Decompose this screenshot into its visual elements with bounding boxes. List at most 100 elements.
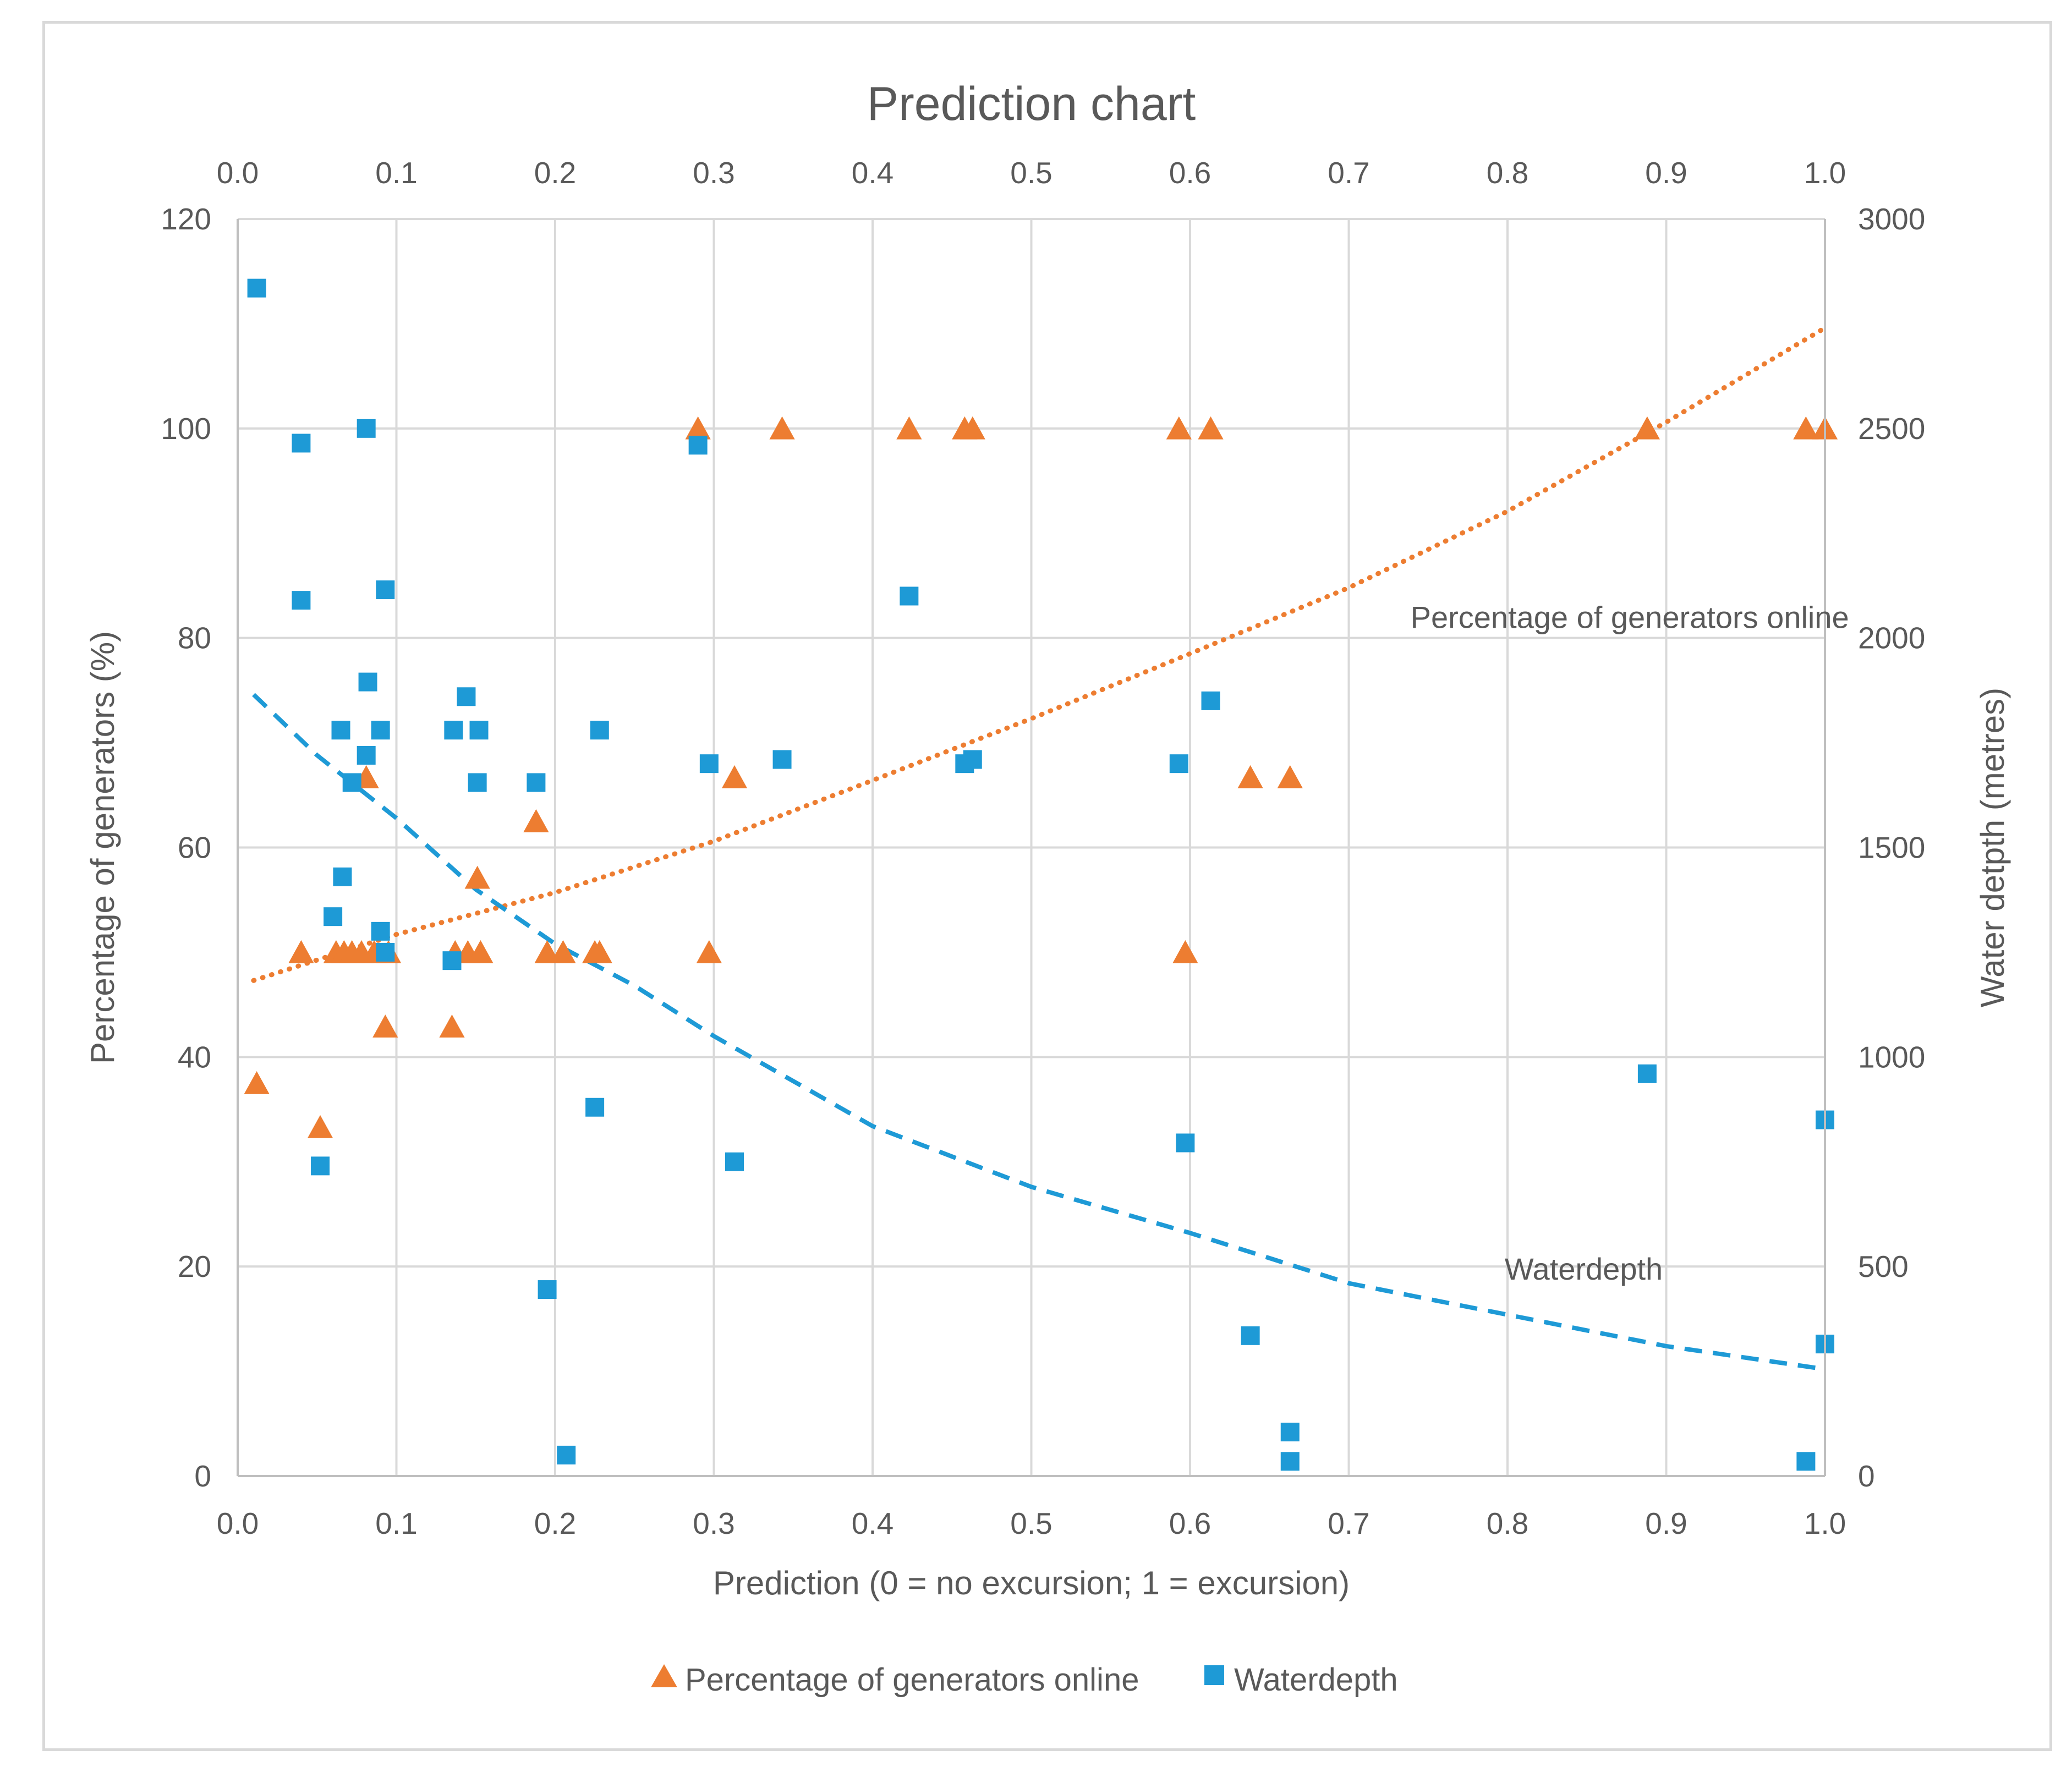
x-tick-label: 0.0	[217, 1506, 259, 1540]
y-axis-title: Percentage of generators (%)	[84, 631, 121, 1064]
x-tick-label: 0.7	[1328, 1506, 1369, 1540]
data-point-waterdepth	[292, 591, 311, 610]
data-point-waterdepth	[357, 745, 376, 765]
legend-square-icon	[1204, 1665, 1224, 1685]
data-point-waterdepth	[324, 907, 343, 926]
x-tick-label: 0.3	[693, 1506, 734, 1540]
x2-tick-label: 0.0	[217, 156, 259, 190]
data-point-waterdepth	[1796, 1452, 1816, 1471]
data-point-waterdepth	[1280, 1452, 1300, 1471]
x-tick-label: 0.2	[534, 1506, 576, 1540]
y2-tick-label: 1000	[1858, 1040, 1925, 1074]
data-point-generators	[372, 1014, 398, 1038]
data-point-waterdepth	[331, 721, 350, 740]
y2-tick-label: 2000	[1858, 621, 1925, 655]
x-axis-title: Prediction (0 = no excursion; 1 = excurs…	[713, 1565, 1350, 1601]
data-point-generators	[896, 416, 922, 440]
data-point-generators	[586, 940, 612, 963]
data-points	[244, 278, 1838, 1471]
chart-frame: 0.0 0.1 0.2 0.3 0.4 0.5 0.6 0.7 0.8 0.9 1.0 0.0 0.1 0…	[42, 21, 2052, 1751]
x-tick-label: 1.0	[1804, 1506, 1846, 1540]
data-point-generators	[696, 940, 722, 963]
x2-tick-label: 0.9	[1645, 156, 1687, 190]
data-point-generators	[1793, 416, 1819, 440]
data-point-waterdepth	[1201, 691, 1220, 710]
data-point-generators	[1172, 940, 1198, 963]
data-point-waterdepth	[342, 773, 361, 792]
y-tick-label: 0	[194, 1459, 211, 1493]
data-point-generators	[721, 765, 748, 788]
data-point-waterdepth	[442, 951, 462, 970]
data-point-waterdepth	[371, 921, 390, 941]
data-point-generators	[769, 416, 795, 440]
x-tick-label: 0.5	[1010, 1506, 1052, 1540]
data-point-generators	[244, 1071, 270, 1094]
x2-tick-label: 0.7	[1328, 156, 1369, 190]
x-tick-label: 0.1	[375, 1506, 417, 1540]
data-point-waterdepth	[772, 750, 792, 769]
gridlines	[237, 218, 1826, 1477]
trendlines	[251, 325, 1828, 1371]
data-point-waterdepth	[725, 1152, 744, 1171]
x2-tick-label: 0.3	[693, 156, 734, 190]
data-point-generators	[439, 1014, 465, 1038]
x2-tick-label: 0.2	[534, 156, 576, 190]
prediction-chart: 0.0 0.1 0.2 0.3 0.4 0.5 0.6 0.7 0.8 0.9 1.0 0.0 0.1 0…	[84, 78, 2011, 1698]
data-point-waterdepth	[468, 773, 487, 792]
trendline-waterdepth	[252, 693, 1826, 1371]
y2-tick-label: 1500	[1858, 831, 1925, 865]
data-point-generators	[288, 940, 314, 963]
y-tick-label: 60	[178, 831, 211, 865]
x2-tick-label: 1.0	[1804, 156, 1846, 190]
data-point-generators	[468, 940, 494, 963]
y-tick-label: 100	[161, 412, 211, 446]
data-point-waterdepth	[538, 1280, 557, 1299]
trendline-label-waterdepth: Waterdepth	[1505, 1252, 1663, 1286]
data-point-waterdepth	[333, 867, 352, 886]
data-point-waterdepth	[376, 942, 395, 962]
x2-tick-label: 0.6	[1169, 156, 1211, 190]
y-tick-label: 40	[178, 1040, 211, 1074]
trendline-label-generators: Percentage of generators online	[1411, 600, 1849, 635]
data-point-waterdepth	[688, 436, 708, 455]
data-point-generators	[307, 1115, 333, 1138]
y2-tick-label: 3000	[1858, 202, 1925, 236]
data-point-waterdepth	[357, 419, 376, 438]
x2-tick-label: 0.8	[1487, 156, 1528, 190]
data-point-waterdepth	[247, 278, 266, 298]
data-point-waterdepth	[527, 773, 546, 792]
legend-label-generators: Percentage of generators online	[685, 1662, 1139, 1698]
data-point-generators	[523, 809, 549, 832]
data-point-generators	[685, 416, 711, 440]
data-point-waterdepth	[376, 580, 395, 600]
data-point-waterdepth	[557, 1445, 576, 1464]
data-point-waterdepth	[457, 687, 476, 706]
data-point-waterdepth	[585, 1098, 605, 1117]
data-point-waterdepth	[1637, 1064, 1657, 1083]
data-point-waterdepth	[358, 672, 377, 692]
y2-tick-label: 2500	[1858, 412, 1925, 446]
legend-label-waterdepth: Waterdepth	[1234, 1662, 1398, 1698]
data-point-waterdepth	[469, 721, 489, 740]
y2-tick-label: 500	[1858, 1249, 1909, 1283]
chart-title: Prediction chart	[867, 78, 1196, 130]
data-point-generators	[464, 865, 490, 889]
data-point-waterdepth	[900, 586, 919, 606]
data-point-waterdepth	[311, 1156, 330, 1176]
data-point-waterdepth	[699, 754, 719, 773]
data-point-generators	[1166, 416, 1192, 440]
data-point-waterdepth	[444, 721, 463, 740]
trendline-generators	[251, 325, 1828, 983]
data-point-waterdepth	[590, 721, 609, 740]
legend-item-waterdepth: Waterdepth	[1204, 1662, 1398, 1698]
legend-triangle-icon	[651, 1664, 677, 1687]
y-tick-label: 120	[161, 202, 211, 236]
data-point-generators	[550, 940, 576, 963]
x2-tick-label: 0.4	[852, 156, 894, 190]
data-point-waterdepth	[1241, 1326, 1260, 1345]
y-tick-label: 20	[178, 1249, 211, 1283]
x-tick-label: 0.8	[1487, 1506, 1528, 1540]
data-point-waterdepth	[292, 434, 311, 453]
data-point-generators	[1634, 416, 1660, 440]
legend-item-generators: Percentage of generators online	[651, 1662, 1139, 1698]
